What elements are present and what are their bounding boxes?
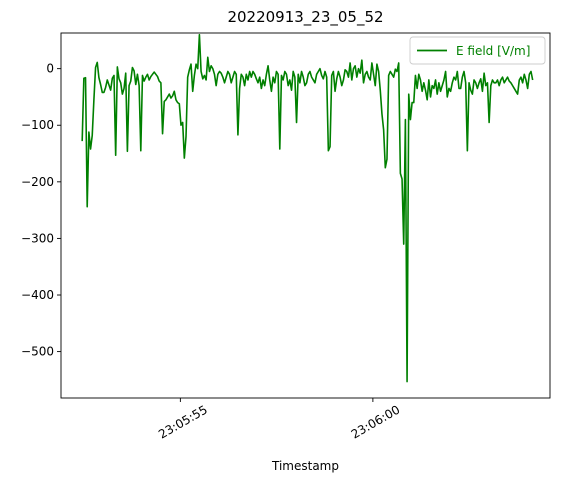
series-line-e-field bbox=[81, 33, 534, 383]
legend: E field [V/m] bbox=[409, 36, 546, 65]
chart-title: 20220913_23_05_52 bbox=[227, 8, 383, 27]
legend-box bbox=[409, 36, 546, 65]
plot-frame bbox=[60, 32, 551, 399]
x-axis-label: Timestamp bbox=[271, 459, 339, 473]
y-tick-label: 0 bbox=[46, 62, 54, 76]
plot-area bbox=[81, 33, 534, 383]
y-tick-label: −400 bbox=[21, 288, 54, 302]
y-tick-label: −500 bbox=[21, 345, 54, 359]
y-tick-label: −300 bbox=[21, 231, 54, 245]
y-tick-label: −100 bbox=[21, 118, 54, 132]
legend-label: E field [V/m] bbox=[456, 44, 530, 58]
y-tick-label: −200 bbox=[21, 175, 54, 189]
